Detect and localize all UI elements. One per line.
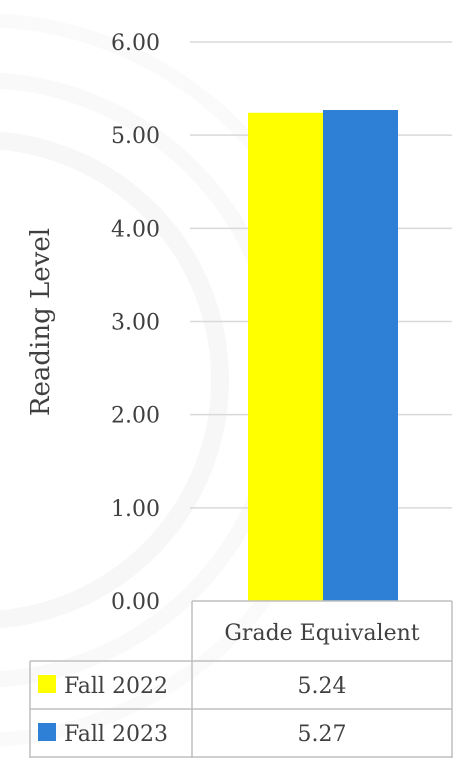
y-axis-tick-labels: 0.00 1.00 2.00 3.00 4.00 5.00 6.00 — [111, 31, 160, 615]
y-tick-label: 3.00 — [111, 311, 160, 336]
y-tick-label: 0.00 — [111, 590, 160, 615]
bar-fall-2022 — [248, 112, 323, 601]
data-value-label: 5.24 — [298, 674, 347, 699]
y-tick-label: 1.00 — [111, 497, 160, 522]
bars — [248, 110, 398, 602]
y-tick-label: 4.00 — [111, 217, 160, 242]
y-tick-label: 2.00 — [111, 404, 160, 429]
y-axis-title: Reading Level — [26, 228, 56, 416]
category-label: Grade Equivalent — [224, 621, 419, 646]
bar-fall-2023 — [323, 110, 398, 602]
legend-label: Fall 2022 — [64, 674, 168, 699]
legend-swatch — [38, 723, 56, 741]
y-tick-label: 5.00 — [111, 124, 160, 149]
legend-label: Fall 2023 — [64, 722, 168, 747]
data-value-label: 5.27 — [298, 722, 347, 747]
data-table: Grade Equivalent Fall 2022 5.24 Fall 2023 5.… — [29, 600, 453, 758]
legend-swatch — [38, 675, 56, 693]
y-tick-label: 6.00 — [111, 31, 160, 56]
